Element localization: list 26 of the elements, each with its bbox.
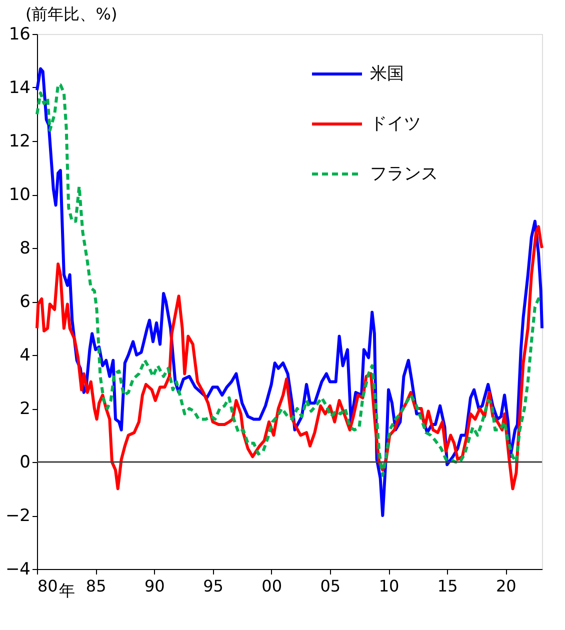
x-tick-label: 10 bbox=[378, 576, 400, 596]
y-tick-label: 8 bbox=[20, 238, 30, 258]
y-tick-label: 14 bbox=[8, 78, 30, 98]
y-tick-label: 4 bbox=[20, 346, 30, 366]
x-tick-label: 85 bbox=[86, 576, 106, 596]
text: 年 bbox=[59, 581, 75, 600]
x-tick-label: 15 bbox=[437, 576, 458, 596]
x-tick-label: 05 bbox=[320, 576, 341, 596]
y-tick-label: 12 bbox=[8, 132, 30, 152]
x-tick-label: 90 bbox=[144, 576, 165, 596]
legend-label: フランス bbox=[370, 164, 438, 184]
y-axis-title: (前年比、%) bbox=[26, 4, 118, 24]
y-tick-label: 0 bbox=[20, 452, 30, 472]
y-tick-label: 10 bbox=[8, 185, 30, 205]
x-tick-label: 80 bbox=[38, 576, 58, 596]
legend-label: 米国 bbox=[370, 64, 404, 84]
y-tick-label: −2 bbox=[5, 506, 30, 526]
y-tick-label: 16 bbox=[8, 24, 30, 44]
line-series bbox=[36, 225, 544, 490]
legend-label: ドイツ bbox=[370, 114, 421, 134]
x-tick-label: 95 bbox=[203, 576, 224, 596]
y-tick-label: −4 bbox=[5, 560, 30, 580]
y-tick-label: 2 bbox=[20, 399, 30, 419]
x-tick-label: 00 bbox=[262, 576, 282, 596]
y-tick-label: 6 bbox=[20, 292, 30, 312]
x-tick-label: 20 bbox=[496, 576, 516, 596]
